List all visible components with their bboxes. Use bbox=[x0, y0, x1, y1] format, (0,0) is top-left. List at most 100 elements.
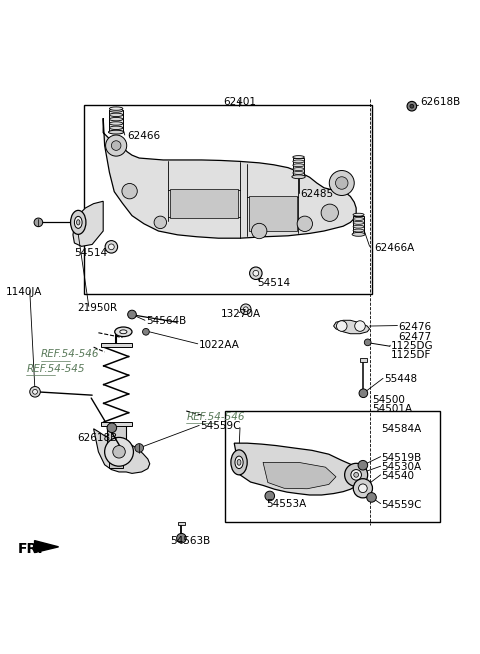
Text: REF.54-546: REF.54-546 bbox=[41, 349, 99, 359]
Ellipse shape bbox=[109, 122, 123, 125]
Circle shape bbox=[353, 479, 372, 498]
Circle shape bbox=[351, 470, 361, 480]
Text: 54500: 54500 bbox=[372, 395, 405, 405]
Text: FR.: FR. bbox=[18, 542, 44, 556]
Circle shape bbox=[364, 339, 371, 346]
Circle shape bbox=[113, 445, 125, 458]
Polygon shape bbox=[73, 201, 103, 247]
Circle shape bbox=[336, 320, 347, 332]
Text: 54564B: 54564B bbox=[146, 317, 187, 326]
Text: 54553A: 54553A bbox=[266, 498, 307, 509]
Ellipse shape bbox=[109, 118, 123, 121]
Ellipse shape bbox=[235, 456, 243, 469]
Bar bbox=[225, 411, 440, 523]
Bar bbox=[178, 522, 185, 525]
Ellipse shape bbox=[293, 164, 304, 167]
Text: 62466A: 62466A bbox=[374, 243, 415, 253]
Bar bbox=[107, 425, 126, 458]
Circle shape bbox=[359, 389, 368, 398]
Circle shape bbox=[336, 177, 348, 189]
Text: 62485: 62485 bbox=[300, 188, 333, 199]
Ellipse shape bbox=[353, 213, 364, 216]
Circle shape bbox=[252, 223, 267, 239]
Circle shape bbox=[122, 184, 137, 199]
Circle shape bbox=[105, 241, 118, 253]
Text: 54584A: 54584A bbox=[382, 424, 422, 434]
Text: 62466: 62466 bbox=[127, 131, 160, 141]
Circle shape bbox=[345, 463, 368, 487]
Ellipse shape bbox=[109, 113, 123, 116]
Ellipse shape bbox=[237, 460, 241, 465]
Text: 54559C: 54559C bbox=[382, 500, 422, 509]
Ellipse shape bbox=[109, 126, 123, 129]
Text: 54501A: 54501A bbox=[372, 404, 412, 413]
Circle shape bbox=[128, 310, 136, 319]
Polygon shape bbox=[109, 110, 123, 131]
Circle shape bbox=[321, 204, 338, 222]
Circle shape bbox=[243, 307, 248, 312]
Circle shape bbox=[354, 472, 359, 477]
Text: 1125DF: 1125DF bbox=[391, 351, 432, 360]
Text: 54559C: 54559C bbox=[201, 421, 241, 432]
Circle shape bbox=[240, 304, 251, 315]
Ellipse shape bbox=[109, 107, 123, 111]
Circle shape bbox=[367, 492, 376, 502]
Polygon shape bbox=[170, 189, 238, 218]
Ellipse shape bbox=[353, 218, 364, 220]
Ellipse shape bbox=[353, 222, 364, 224]
Circle shape bbox=[30, 387, 40, 397]
Polygon shape bbox=[35, 541, 59, 553]
Circle shape bbox=[177, 534, 186, 543]
Circle shape bbox=[105, 438, 133, 466]
Text: 54514: 54514 bbox=[257, 278, 290, 288]
Ellipse shape bbox=[71, 211, 86, 234]
Circle shape bbox=[111, 141, 121, 150]
Text: 62476: 62476 bbox=[398, 322, 432, 332]
Ellipse shape bbox=[109, 109, 123, 112]
Text: 62477: 62477 bbox=[398, 332, 432, 341]
Bar bbox=[360, 358, 367, 362]
Polygon shape bbox=[334, 320, 370, 334]
Text: 21950R: 21950R bbox=[77, 303, 117, 313]
Ellipse shape bbox=[231, 450, 247, 475]
Polygon shape bbox=[263, 462, 336, 489]
Circle shape bbox=[250, 267, 262, 279]
Text: 62618B: 62618B bbox=[77, 434, 117, 443]
Ellipse shape bbox=[293, 167, 304, 171]
Polygon shape bbox=[234, 443, 366, 495]
Text: 62401: 62401 bbox=[224, 97, 256, 107]
Circle shape bbox=[265, 491, 275, 501]
Text: 54519B: 54519B bbox=[382, 453, 422, 462]
Circle shape bbox=[154, 216, 167, 229]
Polygon shape bbox=[293, 158, 304, 176]
Text: 54540: 54540 bbox=[382, 471, 415, 481]
Text: 1140JA: 1140JA bbox=[6, 287, 42, 297]
Ellipse shape bbox=[120, 330, 127, 334]
Circle shape bbox=[355, 320, 365, 332]
Circle shape bbox=[297, 216, 312, 232]
Polygon shape bbox=[249, 196, 297, 231]
Circle shape bbox=[34, 218, 43, 227]
Bar bbox=[101, 343, 132, 347]
Ellipse shape bbox=[352, 232, 365, 236]
Ellipse shape bbox=[353, 229, 364, 232]
Text: 54530A: 54530A bbox=[382, 462, 422, 472]
Polygon shape bbox=[94, 429, 150, 473]
Text: 1125DG: 1125DG bbox=[391, 341, 434, 351]
Ellipse shape bbox=[74, 216, 82, 228]
Text: 13270A: 13270A bbox=[221, 309, 261, 319]
Ellipse shape bbox=[293, 156, 304, 158]
Text: 62618B: 62618B bbox=[420, 97, 460, 107]
Circle shape bbox=[359, 484, 367, 492]
Circle shape bbox=[33, 389, 37, 394]
Ellipse shape bbox=[353, 225, 364, 228]
Bar bbox=[109, 454, 123, 468]
Bar bbox=[101, 422, 132, 426]
Circle shape bbox=[358, 460, 368, 470]
Text: 55448: 55448 bbox=[384, 374, 417, 384]
Ellipse shape bbox=[293, 160, 304, 163]
Circle shape bbox=[106, 135, 127, 156]
Bar bbox=[84, 105, 372, 294]
Text: 1022AA: 1022AA bbox=[199, 340, 240, 350]
Polygon shape bbox=[353, 216, 364, 233]
